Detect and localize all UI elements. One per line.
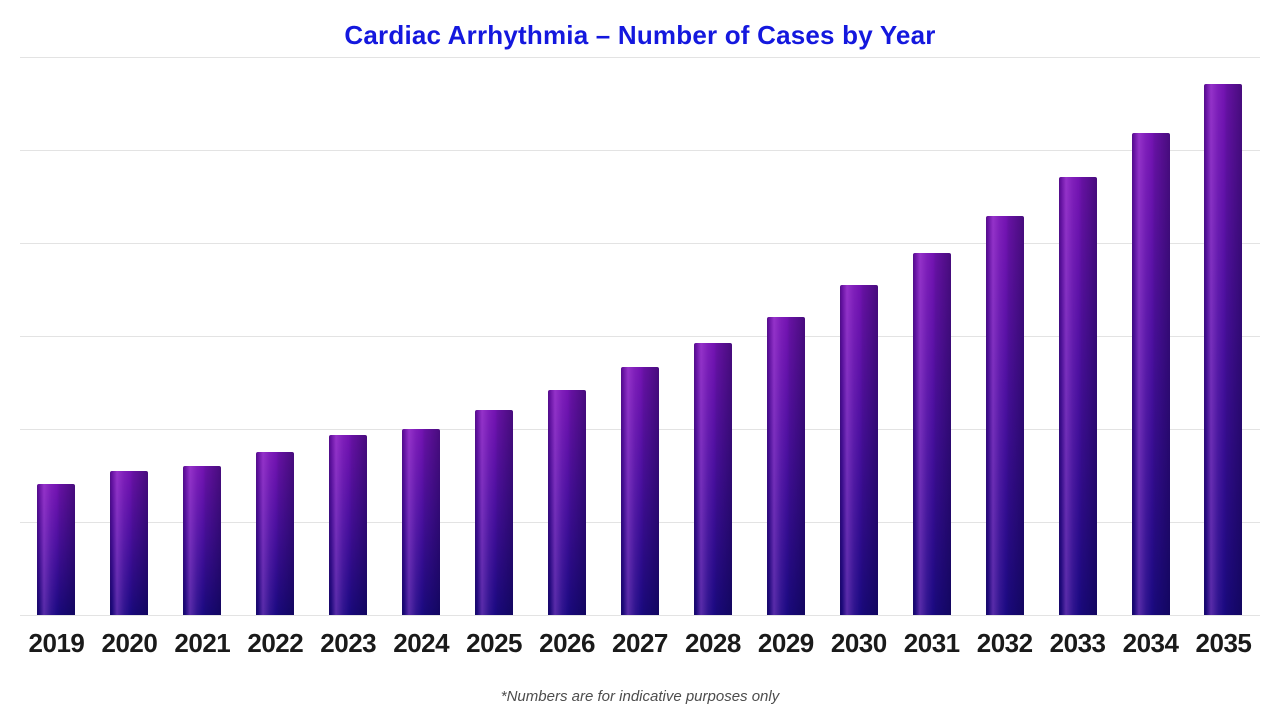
bar-column-2025 [458,57,531,615]
bar-2021 [183,466,222,615]
bar-column-2035 [1187,57,1260,615]
gridline [20,243,1260,244]
x-label-2026: 2026 [539,628,595,658]
bar-column-2027 [604,57,677,615]
bar-2030 [839,284,878,615]
gridline [20,615,1260,616]
bar-2028 [693,343,732,615]
x-label-2027: 2027 [612,628,668,658]
gridline [20,150,1260,151]
bar-2025 [475,410,514,615]
x-label-2028: 2028 [684,628,741,658]
bar-2024 [402,429,441,615]
bar-column-2032 [968,57,1041,615]
bar-column-2033 [1041,57,1114,615]
footnote: *Numbers are for indicative purposes onl… [500,688,780,705]
bar-column-2029 [749,57,822,615]
bar-column-2034 [1114,57,1187,615]
bar-2022 [256,452,295,615]
chart-title: Cardiac Arrhythmia – Number of Cases by … [344,20,936,50]
bar-2020 [110,470,149,615]
bar-2035 [1204,83,1243,615]
bar-2033 [1058,176,1097,615]
x-label-2033: 2033 [1049,628,1106,658]
bar-column-2022 [239,57,312,615]
bar-2027 [620,366,659,615]
x-label-2019: 2019 [28,628,85,658]
x-label-2023: 2023 [320,628,377,658]
bar-2029 [766,317,805,615]
bar-2034 [1131,133,1170,615]
x-label-2034: 2034 [1122,628,1179,658]
bar-column-2024 [385,57,458,615]
x-label-2030: 2030 [830,628,887,658]
x-label-2031: 2031 [903,628,960,658]
gridline [20,57,1260,58]
bar-column-2030 [822,57,895,615]
x-label-2022: 2022 [247,628,304,658]
bar-column-2028 [676,57,749,615]
x-axis-labels: 2019 2020 2021 2022 2023 2024 2025 2026 2027 2028… [20,628,1260,659]
x-label-2021: 2021 [174,628,231,658]
bar-2019 [37,483,76,615]
x-label-2025: 2025 [466,628,523,658]
bar-2026 [548,389,587,615]
x-label-2024: 2024 [393,628,450,658]
bar-column-2023 [312,57,385,615]
bar-column-2019 [20,57,93,615]
gridline [20,336,1260,337]
bar-column-2020 [93,57,166,615]
x-label-2035: 2035 [1195,628,1252,658]
x-label-2032: 2032 [976,628,1033,658]
bar-column-2021 [166,57,239,615]
bar-2032 [985,216,1024,615]
bar-column-2031 [895,57,968,615]
bar-column-2026 [531,57,604,615]
plot-area [20,57,1260,616]
x-label-2020: 2020 [101,628,158,658]
bar-2031 [912,253,951,615]
bars-container [20,57,1260,615]
x-label-2029: 2029 [757,628,814,658]
bar-2023 [329,434,368,615]
